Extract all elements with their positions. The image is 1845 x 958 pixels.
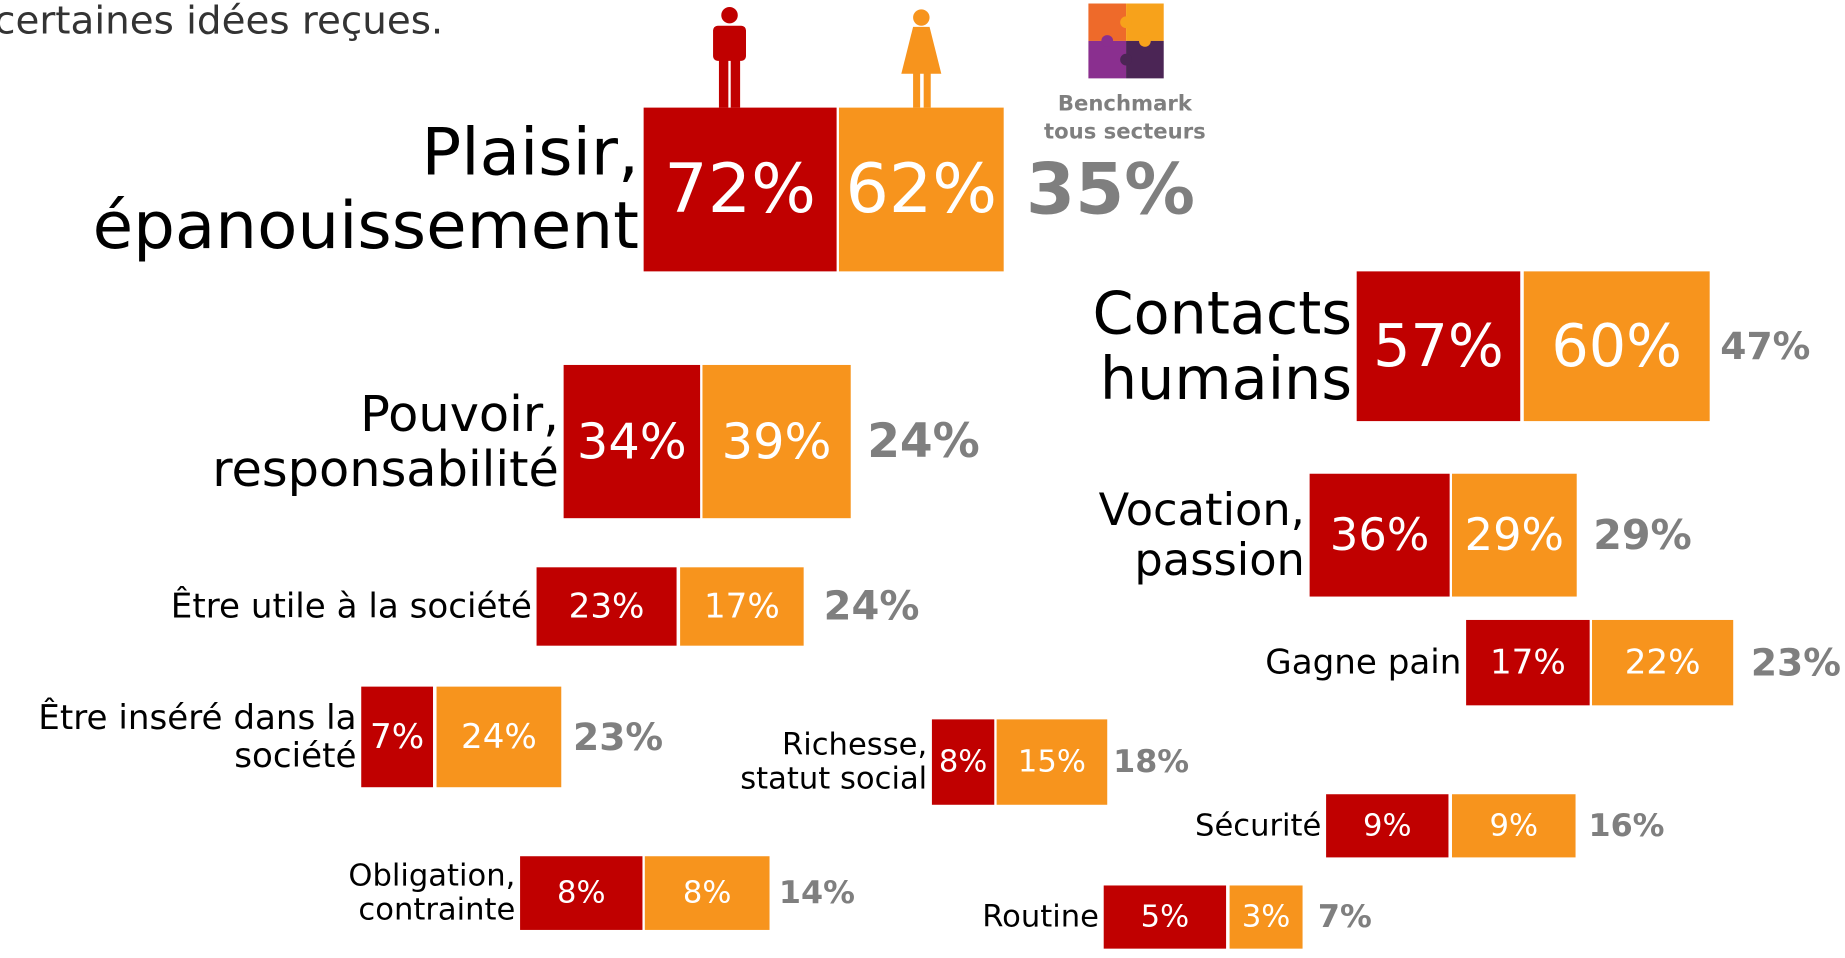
puzzle-icon [1088, 3, 1164, 79]
benchmark-value: 18% [1113, 744, 1189, 780]
men-value: 8% [557, 876, 606, 911]
benchmark-value: 16% [1588, 808, 1664, 844]
man-icon [713, 7, 747, 108]
women-value: 9% [1490, 808, 1539, 843]
women-value: 62% [845, 150, 997, 229]
item-label: Richesse, [782, 728, 927, 763]
item-label: Vocation, [1099, 484, 1305, 536]
men-box [536, 567, 677, 646]
women-box [1229, 885, 1303, 949]
women-value: 3% [1242, 900, 1291, 935]
men-box [643, 107, 837, 272]
men-value: 8% [939, 745, 988, 780]
women-box [1451, 473, 1577, 597]
women-box [702, 364, 851, 519]
item-label: Pouvoir, [360, 385, 559, 443]
women-value: 22% [1625, 643, 1701, 683]
women-value: 15% [1018, 745, 1086, 780]
men-box [1466, 619, 1590, 706]
item-label: Sécurité [1195, 808, 1321, 843]
item-label: humains [1100, 345, 1352, 413]
benchmark-value: 29% [1593, 511, 1692, 559]
item-label: société [234, 736, 356, 776]
benchmark-value: 24% [824, 584, 920, 630]
item-label: Être inséré dans la [38, 697, 356, 738]
benchmark-value: 23% [573, 715, 663, 759]
women-value: 29% [1465, 509, 1564, 561]
women-box [680, 567, 804, 646]
benchmark-label: Benchmark [1058, 90, 1193, 115]
men-value: 36% [1330, 509, 1429, 561]
women-value: 60% [1551, 312, 1682, 380]
women-box [838, 107, 1004, 272]
benchmark-value: 47% [1720, 324, 1810, 368]
intro-text: certaines idées reçues. [0, 0, 443, 43]
women-box [1523, 271, 1710, 422]
item-label: Plaisir, [422, 115, 639, 191]
item-label: Être utile à la société [171, 586, 532, 627]
benchmark-value: 35% [1026, 149, 1195, 231]
women-value: 8% [683, 876, 732, 911]
men-value: 7% [370, 717, 424, 757]
men-value: 23% [569, 587, 645, 627]
item-label: Gagne pain [1265, 643, 1461, 683]
women-box [1592, 619, 1734, 706]
men-box [1103, 885, 1227, 949]
women-value: 39% [722, 413, 832, 471]
men-value: 5% [1141, 900, 1190, 935]
benchmark-value: 14% [779, 875, 855, 911]
women-box [1451, 794, 1576, 858]
men-box [361, 686, 434, 788]
men-value: 72% [664, 150, 816, 229]
men-value: 17% [1490, 643, 1566, 683]
women-value: 17% [704, 587, 780, 627]
item-label: statut social [740, 762, 927, 797]
benchmark-value: 24% [867, 414, 980, 469]
men-box [1356, 271, 1521, 422]
women-box [436, 686, 562, 788]
item-label: épanouissement [93, 188, 639, 264]
men-value: 57% [1373, 312, 1504, 380]
men-value: 9% [1363, 808, 1412, 843]
benchmark-label: tous secteurs [1044, 119, 1206, 144]
men-box [1309, 473, 1450, 597]
men-box [520, 856, 643, 930]
item-label: responsabilité [212, 440, 559, 498]
benchmark-value: 7% [1318, 899, 1372, 935]
men-box [1326, 794, 1449, 858]
men-box [931, 719, 995, 805]
item-label: passion [1134, 534, 1304, 586]
women-value: 24% [461, 717, 537, 757]
item-label: Contacts [1093, 280, 1352, 348]
men-value: 34% [577, 413, 687, 471]
woman-icon [901, 9, 942, 108]
men-box [563, 364, 701, 519]
item-label: contrainte [358, 893, 515, 928]
women-box [644, 856, 770, 930]
item-label: Routine [982, 900, 1099, 935]
women-box [996, 719, 1108, 805]
benchmark-value: 23% [1751, 641, 1841, 685]
item-label: Obligation, [348, 859, 515, 894]
